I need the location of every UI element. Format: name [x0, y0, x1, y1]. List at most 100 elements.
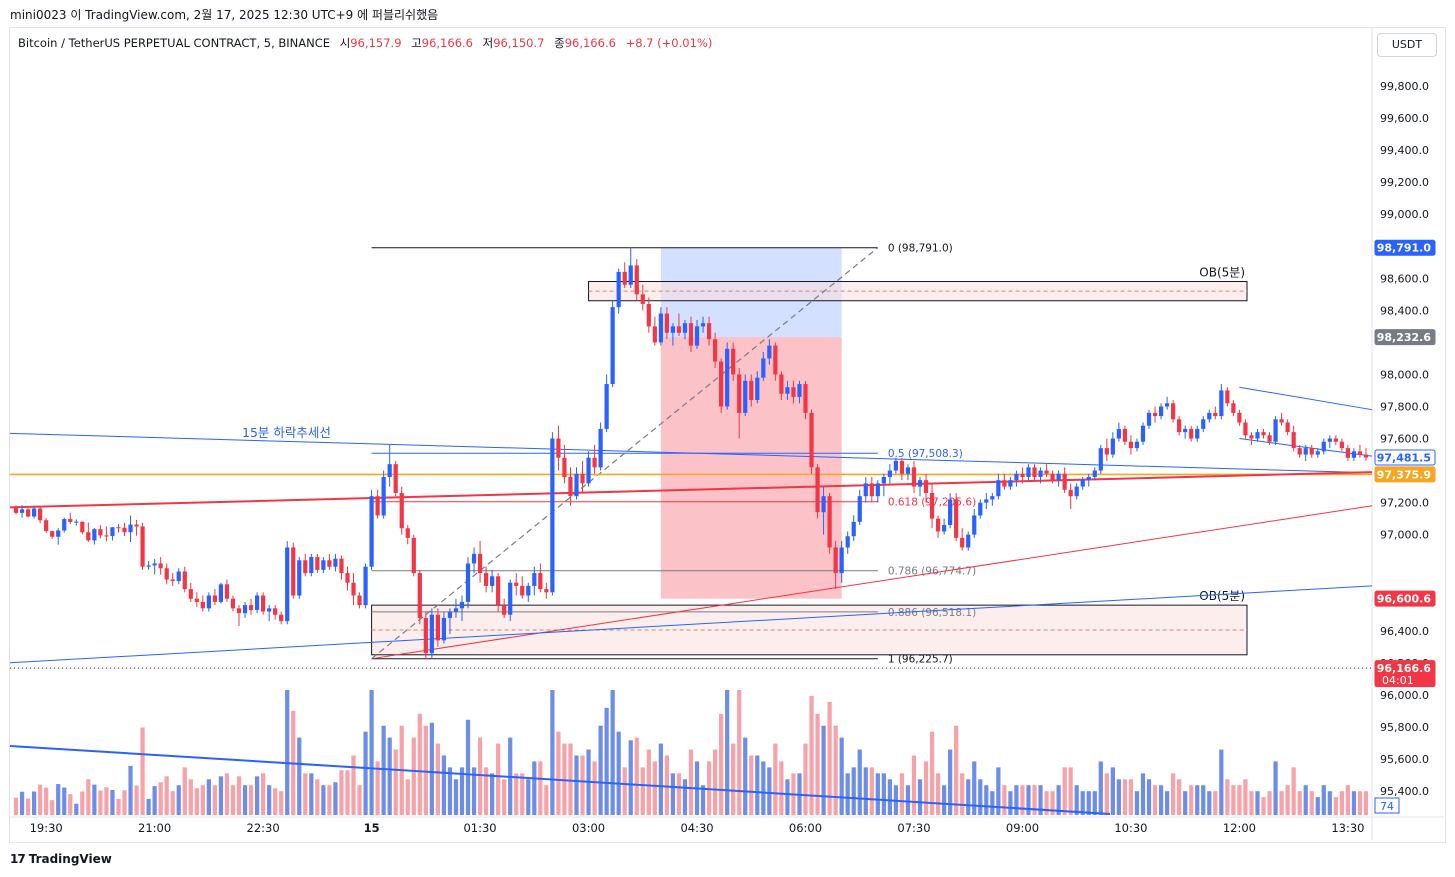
- volume-bar: [929, 731, 935, 815]
- x-tick-label: 12:00: [1223, 821, 1256, 835]
- volume-bar: [1032, 785, 1037, 815]
- price-tag-label: 98,791.0: [1377, 242, 1432, 255]
- volume-bar: [471, 767, 477, 815]
- y-tick-label: 96,000.0: [1380, 689, 1429, 702]
- candle-body: [996, 480, 1001, 497]
- candle-body: [562, 457, 567, 477]
- volume-bar: [80, 791, 85, 815]
- candle-body: [984, 499, 989, 503]
- volume-bar: [387, 737, 392, 815]
- candle-body: [267, 608, 272, 612]
- volume-bar: [1068, 767, 1073, 815]
- volume-bar: [1014, 785, 1019, 815]
- volume-bar: [465, 719, 471, 815]
- candle-body: [1195, 428, 1200, 439]
- volume-bar: [345, 770, 350, 815]
- candle-body: [1134, 441, 1140, 449]
- candle-body: [261, 595, 266, 612]
- candle-body: [592, 457, 597, 468]
- volume-bar: [1309, 791, 1314, 815]
- candle-body: [574, 473, 579, 497]
- x-tick-label: 15: [364, 821, 380, 835]
- volume-bar: [309, 773, 314, 815]
- volume-bar: [1074, 785, 1079, 815]
- y-tick-label: 96,400.0: [1380, 625, 1429, 638]
- candle-body: [1255, 432, 1260, 439]
- candle-body: [1243, 422, 1248, 436]
- candle-body: [628, 265, 633, 285]
- volume-bar: [459, 767, 465, 815]
- volume-bar: [731, 743, 736, 815]
- volume-bar: [990, 791, 995, 815]
- volume-bar: [556, 731, 561, 815]
- volume-bar: [405, 779, 410, 815]
- candle-body: [1026, 467, 1031, 477]
- volume-bar: [206, 779, 211, 815]
- y-tick-label: 99,400.0: [1380, 144, 1429, 157]
- candle-body: [447, 611, 453, 618]
- volume-bar: [574, 755, 579, 815]
- downtrend-label: 15분 하락추세선: [242, 425, 331, 440]
- volume-bar: [393, 749, 398, 815]
- candle-body: [580, 473, 585, 484]
- volume-bar: [622, 767, 627, 815]
- volume-bar: [363, 731, 368, 815]
- tradingview-brand: TradingView: [28, 852, 112, 866]
- y-tick-label: 97,200.0: [1380, 497, 1429, 510]
- publish-caption: mini0023 이 TradingView.com, 2월 17, 2025 …: [10, 8, 439, 22]
- candle-body: [839, 547, 844, 574]
- candle-body: [1183, 428, 1188, 433]
- y-tick-label: 95,800.0: [1380, 721, 1429, 734]
- candle-body: [496, 576, 501, 606]
- volume-trend-line: [9, 745, 1111, 815]
- currency-button[interactable]: USDT: [1377, 33, 1437, 57]
- candle-body: [857, 496, 862, 522]
- volume-bar: [285, 690, 290, 815]
- volume-bar: [869, 767, 874, 815]
- candle-body: [1291, 432, 1296, 449]
- volume-bar: [1140, 773, 1146, 815]
- candle-body: [610, 307, 615, 385]
- candle-body: [520, 585, 525, 596]
- volume-bar: [1225, 779, 1230, 815]
- candle-body: [1231, 403, 1236, 413]
- downtrend-15m-line: [9, 432, 1373, 474]
- candle-body: [1038, 470, 1043, 477]
- candle-body: [25, 509, 31, 517]
- volume-bar: [92, 784, 97, 815]
- candle-body: [429, 614, 434, 654]
- candle-body: [972, 515, 977, 535]
- candle-body: [779, 374, 784, 394]
- candle-body: [508, 582, 513, 615]
- price-tag: [1374, 239, 1436, 256]
- volume-bar: [1158, 785, 1164, 815]
- volume-bar: [490, 773, 495, 815]
- candle-body: [990, 496, 995, 500]
- tradingview-logo[interactable]: 17 TradingView: [10, 852, 112, 866]
- volume-bar: [1183, 791, 1188, 815]
- candle-body: [1116, 428, 1121, 439]
- symbol-name[interactable]: Bitcoin / TetherUS PERPETUAL CONTRACT, 5…: [18, 36, 331, 50]
- volume-bar: [200, 785, 205, 815]
- candle-body: [550, 438, 555, 593]
- volume-bar: [423, 725, 428, 815]
- candle-body: [948, 499, 953, 526]
- candle-body: [960, 537, 965, 548]
- candle-body: [929, 492, 935, 519]
- x-tick-label: 21:00: [138, 821, 171, 835]
- candle-body: [176, 571, 181, 582]
- volume-bar: [502, 779, 507, 815]
- ob-upper-box-label: OB(5분): [1199, 266, 1245, 280]
- volume-bar: [1285, 785, 1290, 815]
- candle-body: [1237, 412, 1242, 423]
- volume-bar: [453, 779, 459, 815]
- volume-bar: [86, 779, 91, 815]
- volume-bar: [719, 713, 724, 815]
- price-tag-label: 97,481.5: [1377, 452, 1431, 465]
- volume-bar: [1177, 779, 1182, 815]
- candle-body: [604, 384, 609, 429]
- volume-bar: [984, 785, 989, 815]
- volume-bar: [1122, 779, 1128, 815]
- candle-body: [809, 412, 814, 468]
